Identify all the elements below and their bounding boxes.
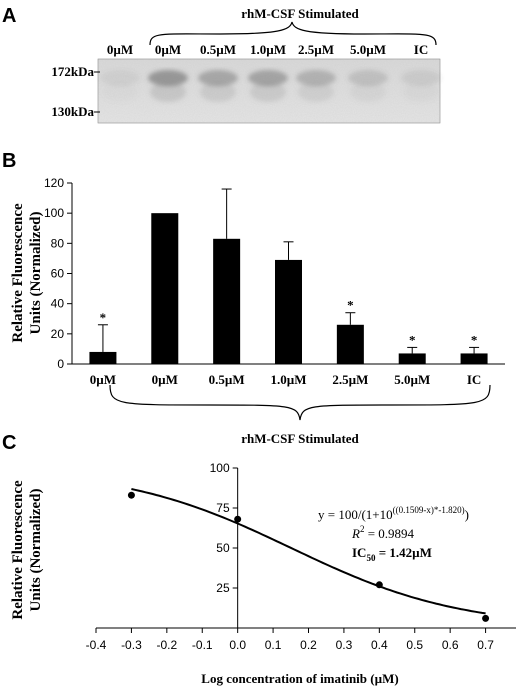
lane-label: 0µM	[107, 42, 133, 57]
lane-label: 2.5µM	[298, 42, 334, 57]
data-point	[482, 614, 490, 622]
blot-band	[148, 70, 188, 86]
blot-bands	[100, 70, 441, 102]
bar	[336, 324, 364, 364]
bar-chart: 0 20 40 60 80 100 120 * 0µM 0µM 0.5µM 1.0µM * 2.5µM * 5…	[44, 176, 505, 387]
panel-a-group-brace	[149, 21, 437, 46]
blot-band	[198, 70, 238, 86]
data-point	[127, 491, 135, 499]
lane-label: 5.0µM	[350, 42, 386, 57]
blot-band-smear	[102, 82, 138, 102]
significance-asterisk: *	[471, 332, 478, 347]
panel-a-lane-labels: 0µM 0µM 0.5µM 1.0µM 2.5µM 5.0µM IC	[107, 42, 428, 57]
panel-b-ylabel-2: Units (Normalized)	[28, 212, 44, 335]
blot-band-smear	[350, 82, 386, 102]
y-tick-label: 50	[216, 541, 230, 555]
panel-b-ylabel-1: Relative Fluorescence	[10, 203, 26, 343]
panel-b-group-brace	[109, 384, 491, 421]
y-tick-label: 120	[44, 176, 64, 190]
y-tick-label: 80	[51, 236, 65, 250]
fit-curve	[131, 488, 486, 615]
bar	[151, 213, 179, 364]
blot-band-smear	[298, 82, 334, 102]
bar	[275, 259, 302, 364]
x-category-label: IC	[467, 372, 481, 387]
x-tick-label: -0.1	[192, 638, 213, 652]
panel-c-xlabel: Log concentration of imatinib (µM)	[201, 671, 398, 686]
x-tick-label: 0.7	[477, 638, 494, 652]
x-category-label: 0.5µM	[209, 372, 245, 387]
panel-a-group-title: rhM-CSF Stimulated	[241, 6, 359, 21]
dose-response-chart: -0.4 -0.3 -0.2 -0.1 0.0 0.1 0.2 0.3 0.4 0.5 0.6 0.7…	[86, 461, 516, 652]
blot-band-smear	[150, 82, 186, 102]
mw-marker-130: 130kDa	[51, 104, 94, 119]
fit-equation: y = 100/(1+10((0.1509-x)*-1.820))	[318, 505, 469, 522]
y-tick-label: 0	[57, 357, 64, 371]
significance-asterisk: *	[347, 298, 354, 313]
x-tick-label: 0.6	[442, 638, 459, 652]
lane-label: 0.5µM	[200, 42, 236, 57]
y-tick-label: 20	[51, 327, 65, 341]
panel-b-group-title: rhM-CSF Stimulated	[241, 431, 359, 446]
y-tick-label: 100	[210, 461, 230, 475]
x-category-label: 5.0µM	[394, 372, 430, 387]
x-tick-label: -0.4	[86, 638, 107, 652]
blot-band	[401, 70, 441, 86]
r-squared: R2 = 0.9894	[351, 524, 415, 541]
panel-a-letter: A	[2, 5, 16, 27]
x-tick-label: 0.5	[406, 638, 423, 652]
ic50-value: IC50 = 1.42µM	[352, 545, 432, 563]
panel-c-ylabel-2: Units (Normalized)	[28, 489, 44, 612]
x-category-label: 2.5µM	[332, 372, 368, 387]
panel-b-letter: B	[2, 150, 16, 172]
blot-band	[296, 70, 336, 86]
y-tick-label: 100	[44, 206, 64, 220]
lane-label: 1.0µM	[250, 42, 286, 57]
x-tick-label: 0.3	[336, 638, 353, 652]
bar	[398, 353, 426, 364]
x-tick-label: 0.2	[300, 638, 317, 652]
panel-c-ylabel-1: Relative Fluorescence	[10, 480, 26, 620]
lane-label: IC	[414, 42, 428, 57]
significance-asterisk: *	[100, 310, 107, 325]
x-tick-label: -0.3	[121, 638, 142, 652]
y-tick-label: 40	[51, 297, 65, 311]
blot-band	[100, 70, 140, 86]
x-tick-label: 0.0	[229, 638, 246, 652]
x-tick-label: -0.2	[156, 638, 177, 652]
bar	[89, 351, 117, 364]
blot-band-smear	[250, 82, 286, 102]
mw-marker-172: 172kDa	[51, 64, 94, 79]
blot-band-smear	[200, 82, 236, 102]
bar	[213, 238, 241, 364]
lane-label: 0µM	[155, 42, 181, 57]
y-tick-label: 60	[51, 267, 65, 281]
bar	[460, 353, 488, 364]
significance-asterisk: *	[409, 332, 416, 347]
x-category-label: 1.0µM	[270, 372, 306, 387]
y-tick-label: 25	[216, 581, 230, 595]
y-tick-label: 75	[216, 501, 230, 515]
data-point	[375, 581, 383, 589]
blot-band-smear	[403, 82, 439, 102]
x-tick-label: 0.1	[265, 638, 282, 652]
blot-band	[248, 70, 288, 86]
x-category-label: 0µM	[152, 372, 178, 387]
data-point	[234, 515, 242, 523]
panel-c-letter: C	[2, 432, 16, 454]
blot-band	[348, 70, 388, 86]
x-category-label: 0µM	[90, 372, 116, 387]
x-tick-label: 0.4	[371, 638, 388, 652]
